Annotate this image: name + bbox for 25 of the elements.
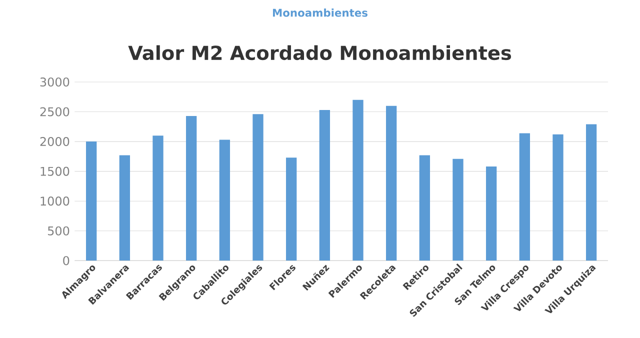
bar [286,158,297,261]
bar [552,134,564,261]
bar [586,124,597,261]
y-tick-label: 2500 [40,107,70,116]
y-tick-label: 1000 [40,196,70,206]
chart-title: Valor M2 Acordado Monoambientes [128,45,512,60]
bar [252,114,264,261]
bar [86,142,97,261]
bar [519,133,530,261]
bar [486,166,497,261]
y-tick-label: 0 [63,256,70,266]
bar [419,155,430,261]
bar [186,116,197,261]
y-tick-label: 3000 [40,77,70,87]
bar [352,100,364,261]
y-tick-label: 2000 [40,137,70,146]
chart-subtitle: Monoambientes [272,8,368,17]
y-tick-label: 500 [48,226,70,236]
bar [319,110,330,261]
bar [452,158,464,261]
bar [119,155,130,261]
bar [152,136,164,261]
bar [386,106,397,261]
bar [219,140,230,261]
y-tick-label: 1500 [40,166,70,176]
